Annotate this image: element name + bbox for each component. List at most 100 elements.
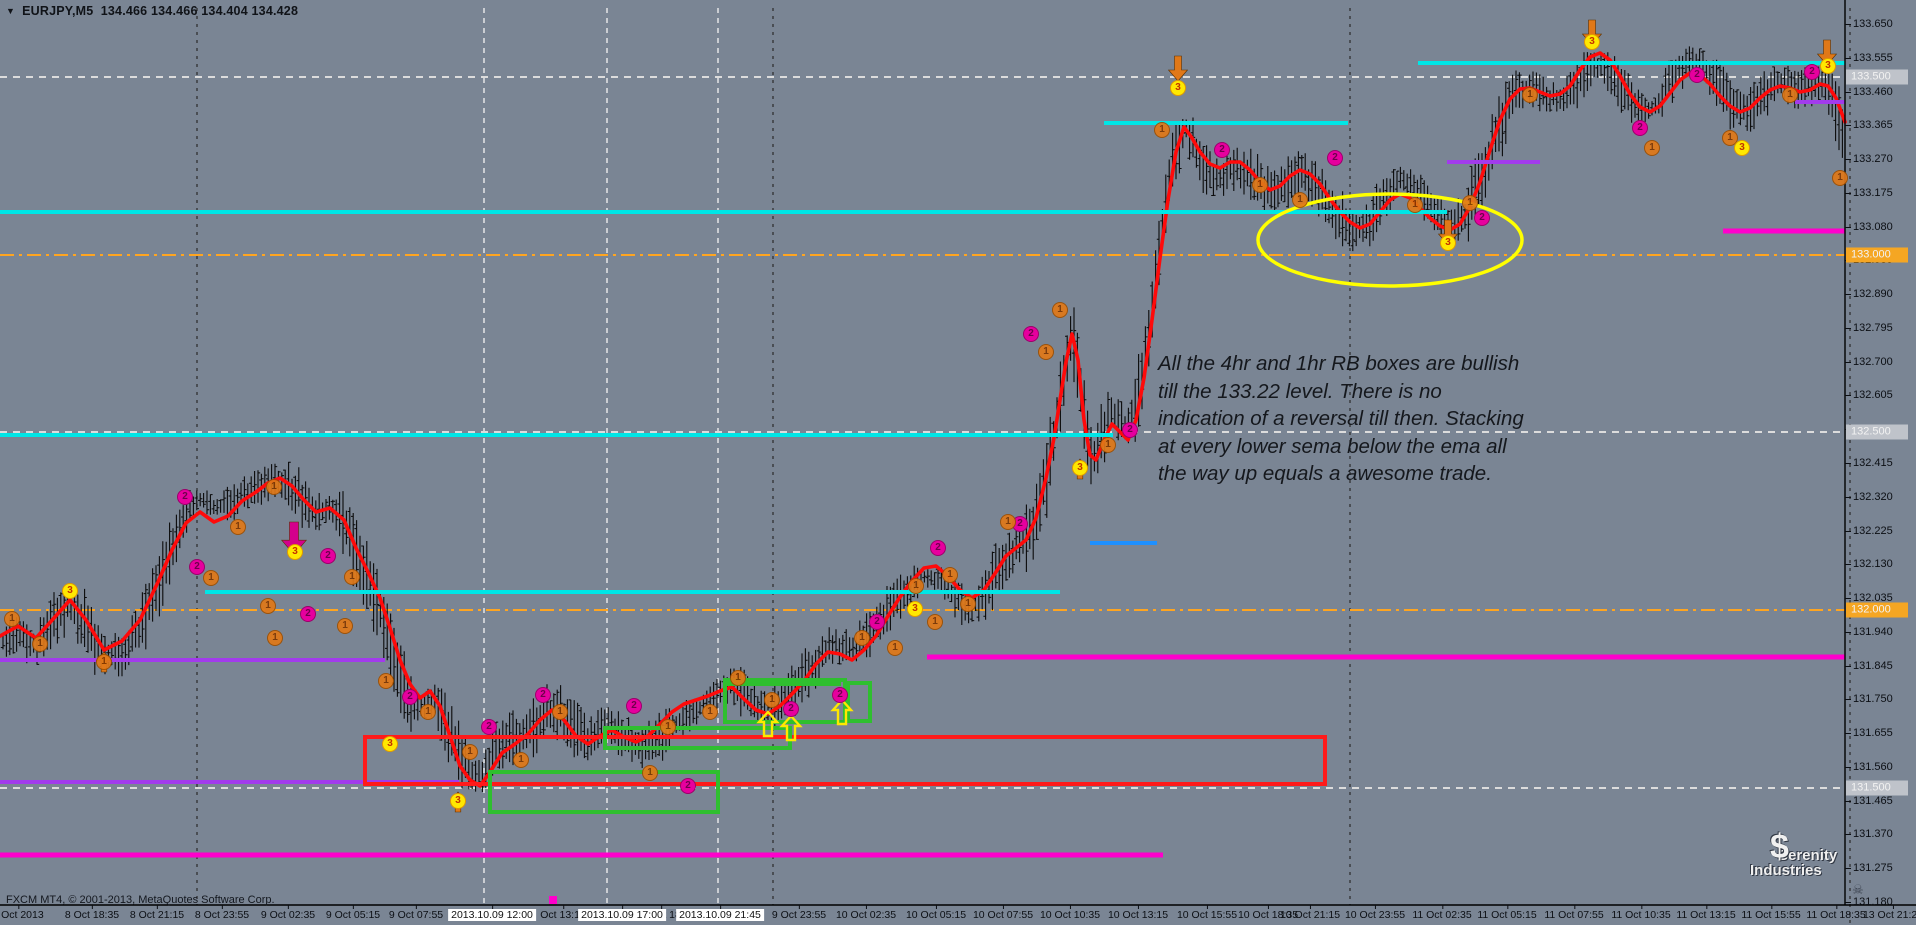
- swing-marker-3[interactable]: 3: [1820, 58, 1836, 74]
- swing-marker-1[interactable]: 1: [1052, 302, 1068, 318]
- swing-marker-3[interactable]: 3: [450, 793, 466, 809]
- highlight-ellipse[interactable]: [1256, 192, 1524, 288]
- swing-marker-1[interactable]: 1: [730, 670, 746, 686]
- swing-marker-1[interactable]: 1: [32, 636, 48, 652]
- swing-marker-1[interactable]: 1: [908, 578, 924, 594]
- swing-marker-1[interactable]: 1: [1292, 192, 1308, 208]
- swing-marker-1[interactable]: 1: [1407, 197, 1423, 213]
- swing-marker-1[interactable]: 1: [660, 719, 676, 735]
- swing-marker-1[interactable]: 1: [378, 673, 394, 689]
- time-label: 10 Oct 15:55: [1176, 905, 1238, 921]
- swing-marker-2[interactable]: 2: [680, 778, 696, 794]
- rb-box-green[interactable]: [846, 681, 872, 723]
- swing-marker-2[interactable]: 2: [1804, 64, 1820, 80]
- swing-marker-1[interactable]: 1: [764, 692, 780, 708]
- swing-marker-1[interactable]: 1: [344, 569, 360, 585]
- swing-marker-1[interactable]: 1: [1000, 514, 1016, 530]
- time-label-highlighted: 2013.10.09 17:00: [578, 905, 666, 921]
- swing-marker-1[interactable]: 1: [1462, 195, 1478, 211]
- swing-marker-3[interactable]: 3: [1440, 235, 1456, 251]
- swing-marker-3[interactable]: 3: [62, 583, 78, 599]
- swing-marker-1[interactable]: 1: [1252, 177, 1268, 193]
- swing-marker-1[interactable]: 1: [854, 630, 870, 646]
- swing-marker-2[interactable]: 2: [177, 489, 193, 505]
- swing-marker-2[interactable]: 2: [1023, 326, 1039, 342]
- price-tick-label: 133.365: [1845, 119, 1893, 132]
- yellow-up-arrow[interactable]: [830, 698, 854, 726]
- rb-box-green[interactable]: [488, 770, 720, 814]
- swing-marker-2[interactable]: 2: [1214, 142, 1230, 158]
- swing-marker-1[interactable]: 1: [337, 618, 353, 634]
- swing-marker-1[interactable]: 1: [702, 704, 718, 720]
- swing-marker-2[interactable]: 2: [783, 701, 799, 717]
- swing-marker-3[interactable]: 3: [907, 601, 923, 617]
- symbol-dropdown-icon[interactable]: ▼: [6, 6, 16, 16]
- swing-marker-3[interactable]: 3: [1170, 80, 1186, 96]
- swing-marker-1[interactable]: 1: [960, 596, 976, 612]
- rb-box-green[interactable]: [603, 726, 792, 750]
- swing-marker-3[interactable]: 3: [1734, 140, 1750, 156]
- yellow-up-arrow[interactable]: [779, 714, 803, 742]
- swing-marker-1[interactable]: 1: [887, 640, 903, 656]
- price-level-badge-orange: 133.000: [1846, 247, 1908, 263]
- swing-marker-1[interactable]: 1: [462, 744, 478, 760]
- time-label: 11 Oct 05:15: [1477, 905, 1537, 921]
- skull-icon: ☠: [1852, 882, 1864, 897]
- swing-marker-2[interactable]: 2: [1327, 150, 1343, 166]
- swing-marker-1[interactable]: 1: [927, 614, 943, 630]
- swing-marker-1[interactable]: 1: [203, 570, 219, 586]
- swing-marker-1[interactable]: 1: [230, 519, 246, 535]
- swing-marker-1[interactable]: 1: [1100, 437, 1116, 453]
- swing-marker-1[interactable]: 1: [552, 704, 568, 720]
- swing-marker-1[interactable]: 1: [942, 567, 958, 583]
- swing-marker-1[interactable]: 1: [96, 654, 112, 670]
- yellow-up-arrow[interactable]: [756, 710, 780, 738]
- swing-marker-1[interactable]: 1: [1832, 170, 1848, 186]
- price-tick-label: 131.275: [1845, 862, 1893, 875]
- swing-marker-1[interactable]: 1: [4, 611, 20, 627]
- time-label: 9 Oct 07:55: [388, 905, 444, 921]
- swing-marker-1[interactable]: 1: [1522, 87, 1538, 103]
- swing-marker-2[interactable]: 2: [481, 719, 497, 735]
- price-bars: [2, 46, 1843, 792]
- swing-marker-3[interactable]: 3: [1072, 460, 1088, 476]
- price-tick-label: 131.845: [1845, 659, 1893, 672]
- swing-marker-2[interactable]: 2: [1122, 422, 1138, 438]
- annotation-line: at every lower sema below the ema all: [1158, 434, 1507, 458]
- price-tick-label: 131.560: [1845, 760, 1893, 773]
- rb-box-thick-top: [725, 678, 841, 686]
- swing-marker-1[interactable]: 1: [1722, 130, 1738, 146]
- swing-marker-1[interactable]: 1: [1038, 344, 1054, 360]
- swing-marker-2[interactable]: 2: [402, 689, 418, 705]
- swing-marker-2[interactable]: 2: [189, 559, 205, 575]
- swing-marker-1[interactable]: 1: [260, 598, 276, 614]
- swing-marker-2[interactable]: 2: [626, 698, 642, 714]
- swing-marker-2[interactable]: 2: [300, 606, 316, 622]
- time-label: 10 Oct 18:35: [1237, 905, 1299, 921]
- price-bar-ticks: [0, 48, 1845, 788]
- swing-marker-2[interactable]: 2: [869, 614, 885, 630]
- swing-marker-3[interactable]: 3: [382, 736, 398, 752]
- swing-marker-1[interactable]: 1: [266, 479, 282, 495]
- price-tick-label: 133.270: [1845, 153, 1893, 166]
- swing-marker-1[interactable]: 1: [513, 752, 529, 768]
- swing-marker-2[interactable]: 2: [1474, 210, 1490, 226]
- swing-marker-1[interactable]: 1: [267, 630, 283, 646]
- swing-marker-1[interactable]: 1: [1782, 87, 1798, 103]
- ohlc-values: 134.466 134.466 134.404 134.428: [100, 4, 299, 18]
- swing-marker-3[interactable]: 3: [287, 544, 303, 560]
- swing-marker-1[interactable]: 1: [1644, 140, 1660, 156]
- signal-arrow-down[interactable]: [1167, 55, 1189, 82]
- swing-marker-2[interactable]: 2: [1689, 67, 1705, 83]
- swing-marker-1[interactable]: 1: [1154, 122, 1170, 138]
- swing-marker-2[interactable]: 2: [832, 687, 848, 703]
- swing-marker-1[interactable]: 1: [420, 704, 436, 720]
- swing-marker-3[interactable]: 3: [1584, 34, 1600, 50]
- swing-marker-2[interactable]: 2: [1632, 120, 1648, 136]
- swing-marker-1[interactable]: 1: [642, 765, 658, 781]
- rb-box-red[interactable]: [363, 735, 1327, 786]
- swing-marker-2[interactable]: 2: [320, 548, 336, 564]
- swing-marker-2[interactable]: 2: [535, 687, 551, 703]
- swing-marker-2[interactable]: 2: [930, 540, 946, 556]
